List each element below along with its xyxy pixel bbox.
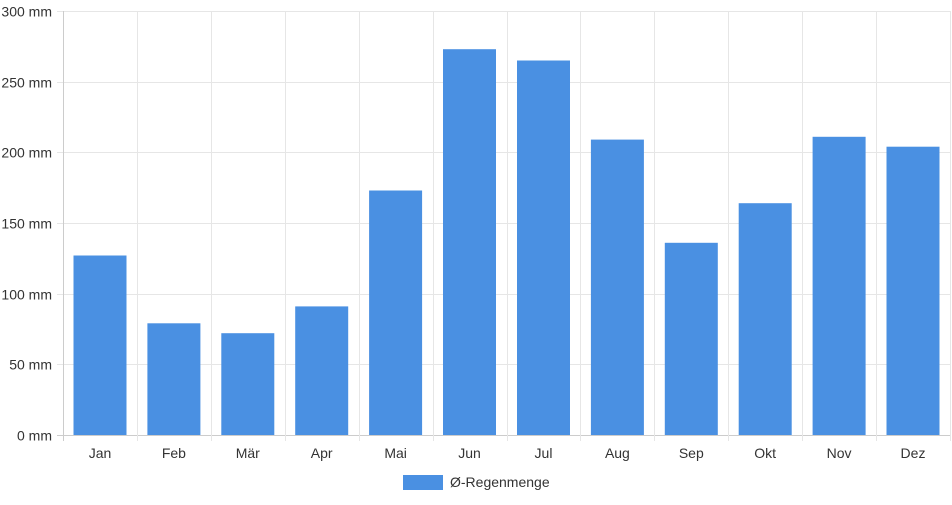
bar-apr bbox=[295, 306, 349, 435]
y-tick-label: 50 mm bbox=[9, 357, 52, 373]
x-axis-tick-labels: Jan Feb Mär Apr Mai Jun Jul Aug Sep Okt Nov Dez bbox=[89, 445, 926, 461]
x-tick-label: Dez bbox=[901, 445, 926, 461]
x-tick-label: Feb bbox=[162, 445, 186, 461]
y-axis-tick-labels: 0 mm 50 mm 100 mm 150 mm 200 mm 250 mm 300 mm bbox=[1, 4, 52, 444]
bar-dez bbox=[886, 146, 940, 435]
bar-feb bbox=[147, 323, 201, 435]
grid-lines bbox=[57, 11, 951, 441]
bar-mai bbox=[369, 190, 423, 435]
bar-nov bbox=[812, 136, 866, 436]
x-tick-label: Apr bbox=[311, 445, 333, 461]
legend[interactable]: Ø-Regenmenge bbox=[403, 474, 550, 490]
bar-jul bbox=[517, 60, 570, 435]
y-tick-label: 250 mm bbox=[1, 75, 52, 91]
y-tick-label: 200 mm bbox=[1, 145, 52, 161]
x-tick-label: Mai bbox=[384, 445, 407, 461]
x-tick-label: Jan bbox=[89, 445, 112, 461]
bar-jun bbox=[443, 49, 496, 435]
bar-jan bbox=[73, 255, 127, 435]
y-tick-label: 0 mm bbox=[17, 428, 52, 444]
legend-label: Ø-Regenmenge bbox=[450, 474, 550, 490]
y-tick-label: 150 mm bbox=[1, 216, 52, 232]
x-tick-label: Mär bbox=[236, 445, 260, 461]
bar-series bbox=[73, 49, 940, 436]
x-tick-label: Okt bbox=[754, 445, 776, 461]
x-tick-label: Nov bbox=[827, 445, 852, 461]
bar-sep bbox=[664, 242, 718, 435]
legend-swatch bbox=[403, 475, 443, 490]
bar-aug bbox=[590, 139, 644, 435]
y-tick-label: 100 mm bbox=[1, 287, 52, 303]
x-tick-label: Jul bbox=[535, 445, 553, 461]
x-tick-label: Jun bbox=[458, 445, 481, 461]
y-tick-label: 300 mm bbox=[1, 4, 52, 20]
x-tick-label: Sep bbox=[679, 445, 704, 461]
bar-okt bbox=[738, 203, 792, 435]
bar-mär bbox=[221, 333, 275, 435]
x-tick-label: Aug bbox=[605, 445, 630, 461]
